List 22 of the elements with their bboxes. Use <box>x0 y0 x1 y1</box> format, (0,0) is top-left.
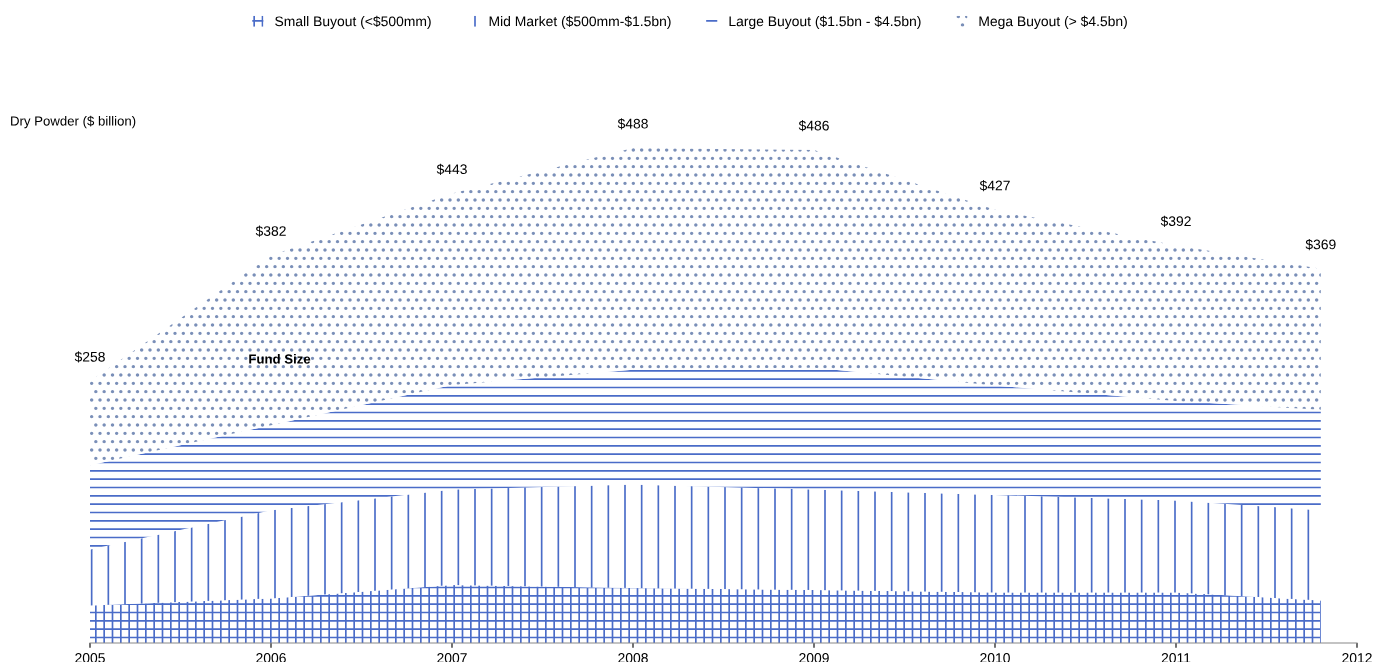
x-tick-label: 2009 <box>799 653 829 662</box>
annotation: $382 <box>255 225 286 237</box>
legend-label: Small Buyout (<$500mm) <box>275 15 431 29</box>
x-tick-label: 2010 <box>980 653 1010 662</box>
annotation: $392 <box>1160 215 1191 227</box>
x-tick-label: 2007 <box>437 653 467 662</box>
x-tick-label: 2006 <box>256 653 286 662</box>
x-tick-label: 2011 <box>1161 653 1191 662</box>
x-tick-label: 2012 <box>1342 653 1372 662</box>
annotation: $258 <box>74 351 105 363</box>
annotation: Fund Size <box>249 353 311 364</box>
annotation: $427 <box>979 180 1010 192</box>
annotation: $369 <box>1305 238 1336 251</box>
x-tick-label: 2008 <box>618 653 648 662</box>
legend-label: Large Buyout ($1.5bn - $4.5bn) <box>729 15 921 29</box>
legend-label: Mega Buyout (> $4.5bn) <box>979 15 1127 29</box>
y-axis-title: Dry Powder ($ billion) <box>11 115 136 129</box>
annotation: $488 <box>617 118 648 130</box>
annotation: $486 <box>798 120 829 132</box>
legend-label: Mid Market ($500mm-$1.5bn) <box>489 15 671 29</box>
x-tick-label: 2005 <box>75 653 105 662</box>
annotation: $443 <box>436 163 467 175</box>
